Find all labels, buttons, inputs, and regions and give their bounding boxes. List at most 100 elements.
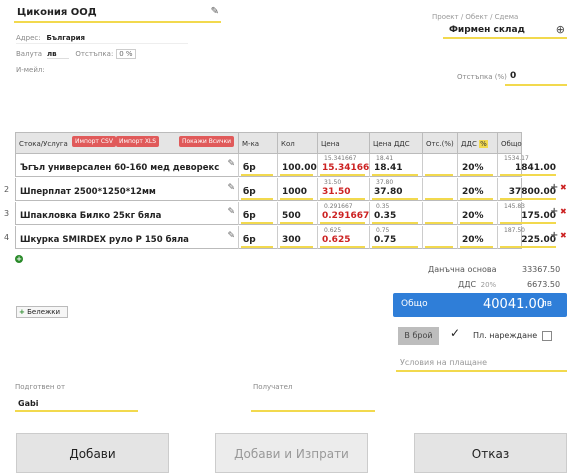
cash-button[interactable]: В брой (398, 327, 439, 345)
row-delete-icon[interactable]: ✖ (560, 207, 567, 216)
edit-icon[interactable]: ✎ (227, 207, 235, 217)
row-add-icon[interactable]: + (550, 206, 559, 217)
row-delete-icon[interactable]: ✖ (560, 183, 567, 192)
tax-base-label: Данъчна основа (428, 265, 497, 274)
field-underline (460, 198, 493, 200)
cancel-button[interactable]: Отказ (414, 433, 567, 473)
cell-qty-value: 500 (282, 211, 301, 221)
cell-qty-value: 1000 (282, 187, 308, 197)
cell-disc[interactable] (423, 154, 458, 177)
cell-qty[interactable]: 1000 (278, 178, 318, 201)
col-vat-label: ДДС (461, 140, 477, 148)
cell-pvat[interactable]: 0.75 0.75 (370, 226, 423, 249)
cell-unit[interactable]: бр (239, 226, 278, 249)
cell-unit-value: бр (243, 163, 256, 173)
currency-label: Валута (16, 50, 43, 58)
cell-qty[interactable]: 300 (278, 226, 318, 249)
table-row: Шкурка SMIRDEX руло P 150 бяла ✎ бр 300 0.62… (15, 226, 556, 249)
grand-total-label: Общо (401, 299, 428, 309)
vat-rate: 20% (480, 281, 497, 289)
grand-total-currency: лв (541, 299, 553, 309)
cell-vat[interactable]: 20% (458, 226, 498, 249)
field-underline (500, 198, 556, 200)
prepared-input[interactable]: Gabi (15, 396, 138, 412)
field-underline (425, 174, 453, 176)
vat-label-text: ДДС (458, 280, 477, 289)
address-value: България (46, 34, 85, 42)
address-row: Адрес: България (16, 33, 188, 44)
cell-disc[interactable] (423, 202, 458, 225)
vat-label: ДДС 20% (458, 280, 496, 289)
transfer-checkbox[interactable] (542, 331, 552, 341)
cell-total-value: 225.00 (521, 235, 556, 245)
field-underline (460, 174, 493, 176)
address-label: Адрес: (16, 34, 41, 42)
payment-terms-input[interactable]: Условия на плащане (396, 356, 567, 372)
cell-unit[interactable]: бр (239, 202, 278, 225)
add-send-button[interactable]: Добави и Изпрати (215, 433, 368, 473)
cell-total[interactable]: 37800.00 (498, 178, 560, 201)
cell-pvat[interactable]: 37.80 37.80 (370, 178, 423, 201)
cell-price[interactable]: 15.341667 15.34166 (318, 154, 370, 177)
project-field[interactable]: Фирмен склад ⊕ (443, 22, 567, 39)
cell-vat[interactable]: 20% (458, 202, 498, 225)
cell-disc[interactable] (423, 226, 458, 249)
edit-icon[interactable]: ✎ (227, 231, 235, 241)
cell-price-hint: 0.625 (324, 227, 342, 234)
cell-price-value: 31.50 (322, 187, 351, 197)
col-unit: М-ка (239, 133, 278, 155)
company-field[interactable]: Цикония ООД ✎ (14, 6, 221, 23)
cell-pvat[interactable]: 18.41 18.41 (370, 154, 423, 177)
add-button[interactable]: Добави (16, 433, 169, 473)
currency-value[interactable]: лв (46, 50, 69, 59)
field-underline (280, 174, 313, 176)
col-total: Общо (501, 140, 522, 148)
show-all-button[interactable]: Покажи Всички (179, 136, 235, 147)
cell-pvat-value: 18.41 (374, 163, 403, 173)
field-underline (372, 222, 418, 224)
cell-price-hint: 15.341667 (324, 155, 357, 162)
col-item: Стока/Услуга (16, 133, 239, 155)
cell-price[interactable]: 0.291667 0.291667 (318, 202, 370, 225)
cell-total[interactable]: 145.83 175.00 (498, 202, 560, 225)
discount-pct-input[interactable]: 0 (505, 68, 567, 86)
cell-total[interactable]: 1534.17 1841.00 (498, 154, 560, 177)
field-underline (372, 174, 418, 176)
table-row: Шпакловка Билко 25кг бяла ✎ бр 500 0.291667 0… (15, 202, 556, 225)
cell-unit[interactable]: бр (239, 178, 278, 201)
field-underline (425, 222, 453, 224)
recipient-input[interactable] (251, 396, 375, 412)
row-add-icon[interactable]: + (550, 182, 559, 193)
cell-total[interactable]: 187.50 225.00 (498, 226, 560, 249)
cell-total-hint: 187.50 (504, 227, 525, 234)
cell-price[interactable]: 31.50 31.50 (318, 178, 370, 201)
discount-value[interactable]: 0 % (116, 49, 136, 59)
add-circle-icon[interactable]: ⊕ (555, 23, 565, 36)
edit-icon[interactable]: ✎ (227, 159, 235, 169)
row-delete-icon[interactable]: ✖ (560, 231, 567, 240)
vat-value: 6673.50 (527, 280, 561, 289)
plus-icon: + (19, 308, 25, 316)
cell-pvat[interactable]: 0.35 0.35 (370, 202, 423, 225)
cell-name: Шперплат 2500*1250*12мм ✎ (16, 178, 239, 201)
cell-qty[interactable]: 100.00 (278, 154, 318, 177)
field-underline (280, 222, 313, 224)
cell-vat[interactable]: 20% (458, 154, 498, 177)
import-csv-button[interactable]: Импорт CSV (72, 136, 116, 147)
cell-disc[interactable] (423, 178, 458, 201)
field-underline (425, 198, 453, 200)
cell-price[interactable]: 0.625 0.625 (318, 226, 370, 249)
cell-qty[interactable]: 500 (278, 202, 318, 225)
import-xls-button[interactable]: Импорт XLS (116, 136, 160, 147)
edit-icon[interactable]: ✎ (210, 6, 219, 17)
edit-icon[interactable]: ✎ (227, 183, 235, 193)
field-underline (241, 246, 273, 248)
cell-unit[interactable]: бр (239, 154, 278, 177)
cell-vat[interactable]: 20% (458, 178, 498, 201)
col-vat-pct[interactable]: % (479, 140, 488, 148)
notes-button[interactable]: + Бележки (16, 306, 68, 318)
field-underline (500, 174, 556, 176)
cash-check-icon: ✓ (450, 326, 461, 340)
row-add-icon[interactable]: + (550, 230, 559, 241)
add-row-icon[interactable]: + (15, 255, 23, 263)
